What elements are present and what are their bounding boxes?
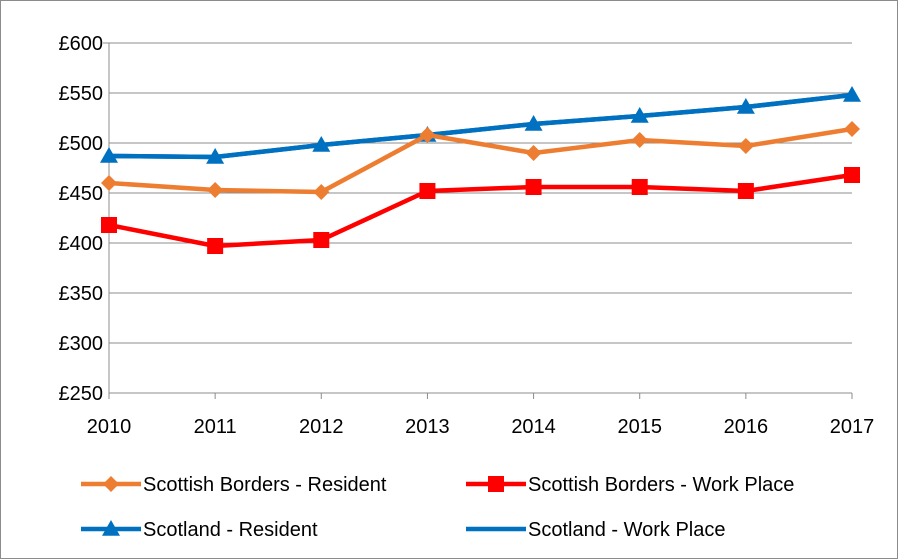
legend-item: Scotland - Resident [81,519,318,541]
data-point [312,136,331,152]
y-tick-label: £250 [59,383,104,405]
legend-label: Scotland - Resident [143,519,318,541]
y-tick-label: £400 [59,233,104,255]
x-tick-label: 2017 [830,416,875,438]
legend-marker [488,476,504,492]
data-point [844,167,860,183]
series-1 [101,167,860,254]
x-tick-label: 2012 [299,416,344,438]
series-line [108,172,853,249]
data-point [737,183,754,199]
data-point [419,183,436,199]
x-tick-label: 2011 [194,416,237,438]
data-point [843,86,861,102]
legend-marker [102,520,120,536]
x-tick-label: 2010 [87,416,132,438]
y-tick-label: £500 [59,133,104,155]
series-line [108,92,853,160]
data-point [207,238,224,254]
legend-item: Scottish Borders - Work Place [466,474,794,496]
data-point [100,147,118,163]
data-point [631,179,648,195]
x-tick-label: 2014 [511,416,556,438]
legend-label: Scottish Borders - Work Place [528,474,794,496]
data-point [419,127,436,143]
legend-item: Scotland - Work Place [466,519,726,541]
data-point [207,182,224,198]
legend-label: Scottish Borders - Resident [143,474,387,496]
series-line [108,126,853,195]
data-point [844,121,860,137]
y-tick-label: £450 [59,183,104,205]
x-tick-label: 2013 [405,416,450,438]
data-point [736,98,755,114]
x-tick-label: 2016 [724,416,769,438]
data-point [101,175,117,191]
y-tick-label: £300 [59,333,104,355]
y-tick-label: £600 [59,33,104,55]
data-point [525,179,542,195]
data-point [313,232,330,248]
axes: £250 £300 £350 £400 £450 £500 £550 £600 2010 2011… [59,33,875,438]
legend-marker [103,476,119,492]
series-0 [101,121,860,200]
x-tick-label: 2015 [617,416,662,438]
data-point [737,138,754,154]
legend-item: Scottish Borders - Resident [81,474,387,496]
data-point [101,217,117,233]
y-tick-label: £350 [59,283,104,305]
series-lines [100,86,861,254]
data-point [313,184,330,200]
data-point [525,145,542,161]
y-tick-label: £550 [59,83,104,105]
data-point [631,132,648,148]
legend: Scottish Borders - Resident Scottish Bord… [81,474,794,541]
data-point [524,115,543,131]
data-point [630,107,649,123]
legend-label: Scotland - Work Place [528,519,726,541]
data-point [206,148,225,164]
